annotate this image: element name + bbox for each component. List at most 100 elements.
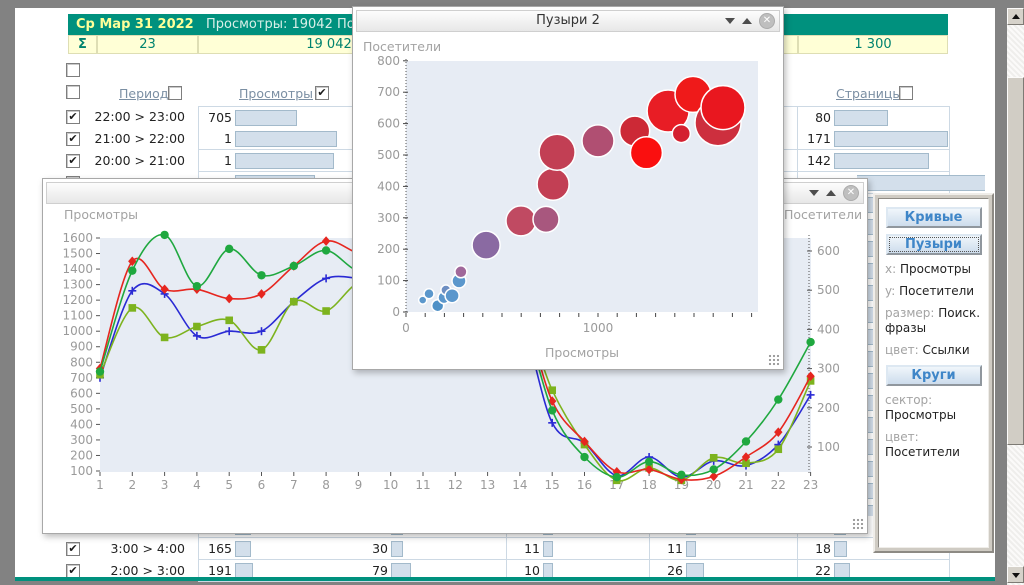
- svg-text:200: 200: [377, 242, 400, 256]
- chart-settings-panel: Кривые Пузыри x: Просмотры y: Посетители раз…: [873, 193, 994, 553]
- bubbles-window-titlebar[interactable]: Пузыри 2 ✕: [356, 10, 780, 32]
- svg-text:700: 700: [377, 85, 400, 99]
- svg-text:1200: 1200: [62, 293, 93, 307]
- cell-bar: [834, 110, 888, 126]
- svg-text:500: 500: [70, 402, 93, 416]
- cell-value: 165: [208, 541, 232, 556]
- views-checkbox[interactable]: ✔: [315, 86, 329, 100]
- svg-text:12: 12: [448, 478, 463, 492]
- svg-text:7: 7: [290, 478, 298, 492]
- maximize-icon[interactable]: [826, 190, 836, 196]
- summary-sigma: Σ: [68, 35, 97, 54]
- close-icon[interactable]: ✕: [843, 185, 859, 201]
- cell-bar: [235, 153, 334, 169]
- row-checkbox[interactable]: ✔: [66, 154, 80, 168]
- row-period-label: 20:00 > 21:00: [94, 153, 185, 168]
- circle-setting-0: сектор: Просмотры: [885, 393, 957, 422]
- column-link-views[interactable]: Просмотры: [239, 86, 314, 101]
- row-checkbox[interactable]: ✔: [66, 132, 80, 146]
- pages-checkbox[interactable]: [899, 86, 913, 100]
- table-cell: 30: [355, 538, 507, 560]
- vertical-scrollbar[interactable]: [1007, 8, 1024, 585]
- cell-value: 191: [208, 563, 232, 578]
- table-cell: 26: [650, 560, 798, 582]
- cell-value: 11: [667, 541, 683, 556]
- maximize-icon[interactable]: [742, 18, 752, 24]
- cell-value: 79: [372, 563, 388, 578]
- resize-grip-icon[interactable]: [852, 518, 864, 530]
- svg-text:19: 19: [674, 478, 689, 492]
- bubble-setting-0: x: Просмотры: [885, 262, 972, 276]
- svg-text:3: 3: [161, 478, 169, 492]
- scroll-up-button[interactable]: [1007, 8, 1024, 25]
- cell-bar: [834, 131, 948, 147]
- cell-value: 142: [807, 153, 831, 168]
- chart-type-button-bubbles[interactable]: Пузыри: [885, 234, 982, 255]
- row-period-label: 21:00 > 22:00: [94, 131, 185, 146]
- table-cell: 705: [198, 106, 356, 129]
- summary-pages: 1 300: [798, 35, 948, 54]
- chart-type-button-curves[interactable]: Кривые: [885, 207, 982, 228]
- svg-text:400: 400: [817, 322, 840, 336]
- svg-text:20: 20: [706, 478, 721, 492]
- cell-value: 30: [372, 541, 388, 556]
- svg-text:400: 400: [70, 417, 93, 431]
- svg-text:1300: 1300: [62, 278, 93, 292]
- table-cell: 79: [355, 560, 507, 582]
- svg-text:1000: 1000: [583, 321, 614, 335]
- table-row: ✔ 3:00 > 4:00 165 30 11 11 18: [0, 538, 980, 560]
- row-checkbox[interactable]: ✔: [66, 110, 80, 124]
- svg-text:13: 13: [480, 478, 495, 492]
- svg-text:1: 1: [96, 478, 104, 492]
- cell-bar: [834, 541, 847, 557]
- chart-type-button-circles[interactable]: Круги: [885, 365, 982, 386]
- svg-text:9: 9: [355, 478, 363, 492]
- cell-bar: [235, 110, 297, 126]
- page-bottom-accent: [15, 577, 995, 581]
- cell-value: 22: [815, 563, 831, 578]
- row-period-label: 3:00 > 4:00: [110, 541, 185, 556]
- svg-text:100: 100: [377, 274, 400, 288]
- cell-value: 80: [815, 110, 831, 125]
- cell-bar: [391, 541, 403, 557]
- close-icon[interactable]: ✕: [759, 13, 775, 29]
- cell-bar: [543, 541, 553, 557]
- bubble-setting-2: размер: Поиск. фразы: [885, 306, 981, 335]
- bubble-setting-3: цвет: Ссылки: [885, 343, 970, 357]
- svg-text:18: 18: [641, 478, 656, 492]
- svg-text:0: 0: [402, 321, 410, 335]
- scrollbar-thumb[interactable]: [1007, 77, 1024, 445]
- period-checkbox[interactable]: [168, 86, 182, 100]
- svg-text:600: 600: [70, 386, 93, 400]
- svg-text:1100: 1100: [62, 309, 93, 323]
- svg-text:300: 300: [70, 433, 93, 447]
- minimize-icon[interactable]: [725, 18, 735, 24]
- svg-text:600: 600: [817, 244, 840, 258]
- table-cell: 11: [507, 538, 650, 560]
- svg-text:15: 15: [545, 478, 560, 492]
- svg-text:200: 200: [70, 448, 93, 462]
- svg-text:21: 21: [738, 478, 753, 492]
- svg-text:1000: 1000: [62, 324, 93, 338]
- svg-text:Посетители: Посетители: [363, 39, 441, 54]
- scroll-down-button[interactable]: [1007, 566, 1024, 583]
- svg-text:4: 4: [193, 478, 201, 492]
- svg-text:200: 200: [817, 401, 840, 415]
- bubble-setting-1: y: Посетители: [885, 284, 975, 298]
- select-all-checkbox-1[interactable]: [66, 63, 80, 77]
- resize-grip-icon[interactable]: [768, 354, 780, 366]
- svg-text:500: 500: [377, 148, 400, 162]
- cell-bar: [235, 541, 251, 557]
- column-link-pages[interactable]: Страницы: [836, 86, 903, 101]
- svg-text:100: 100: [70, 464, 93, 478]
- svg-text:14: 14: [512, 478, 527, 492]
- svg-text:900: 900: [70, 340, 93, 354]
- row-checkbox[interactable]: ✔: [66, 542, 80, 556]
- bubbles-chart: Посетители 0 100 200 300 400 500 600 700 800 0 1000…: [363, 39, 758, 360]
- table-cell: 142: [798, 150, 950, 172]
- column-link-period[interactable]: Период: [119, 86, 169, 101]
- svg-text:8: 8: [322, 478, 330, 492]
- select-all-checkbox-2[interactable]: [66, 85, 80, 99]
- minimize-icon[interactable]: [809, 190, 819, 196]
- svg-text:1500: 1500: [62, 247, 93, 261]
